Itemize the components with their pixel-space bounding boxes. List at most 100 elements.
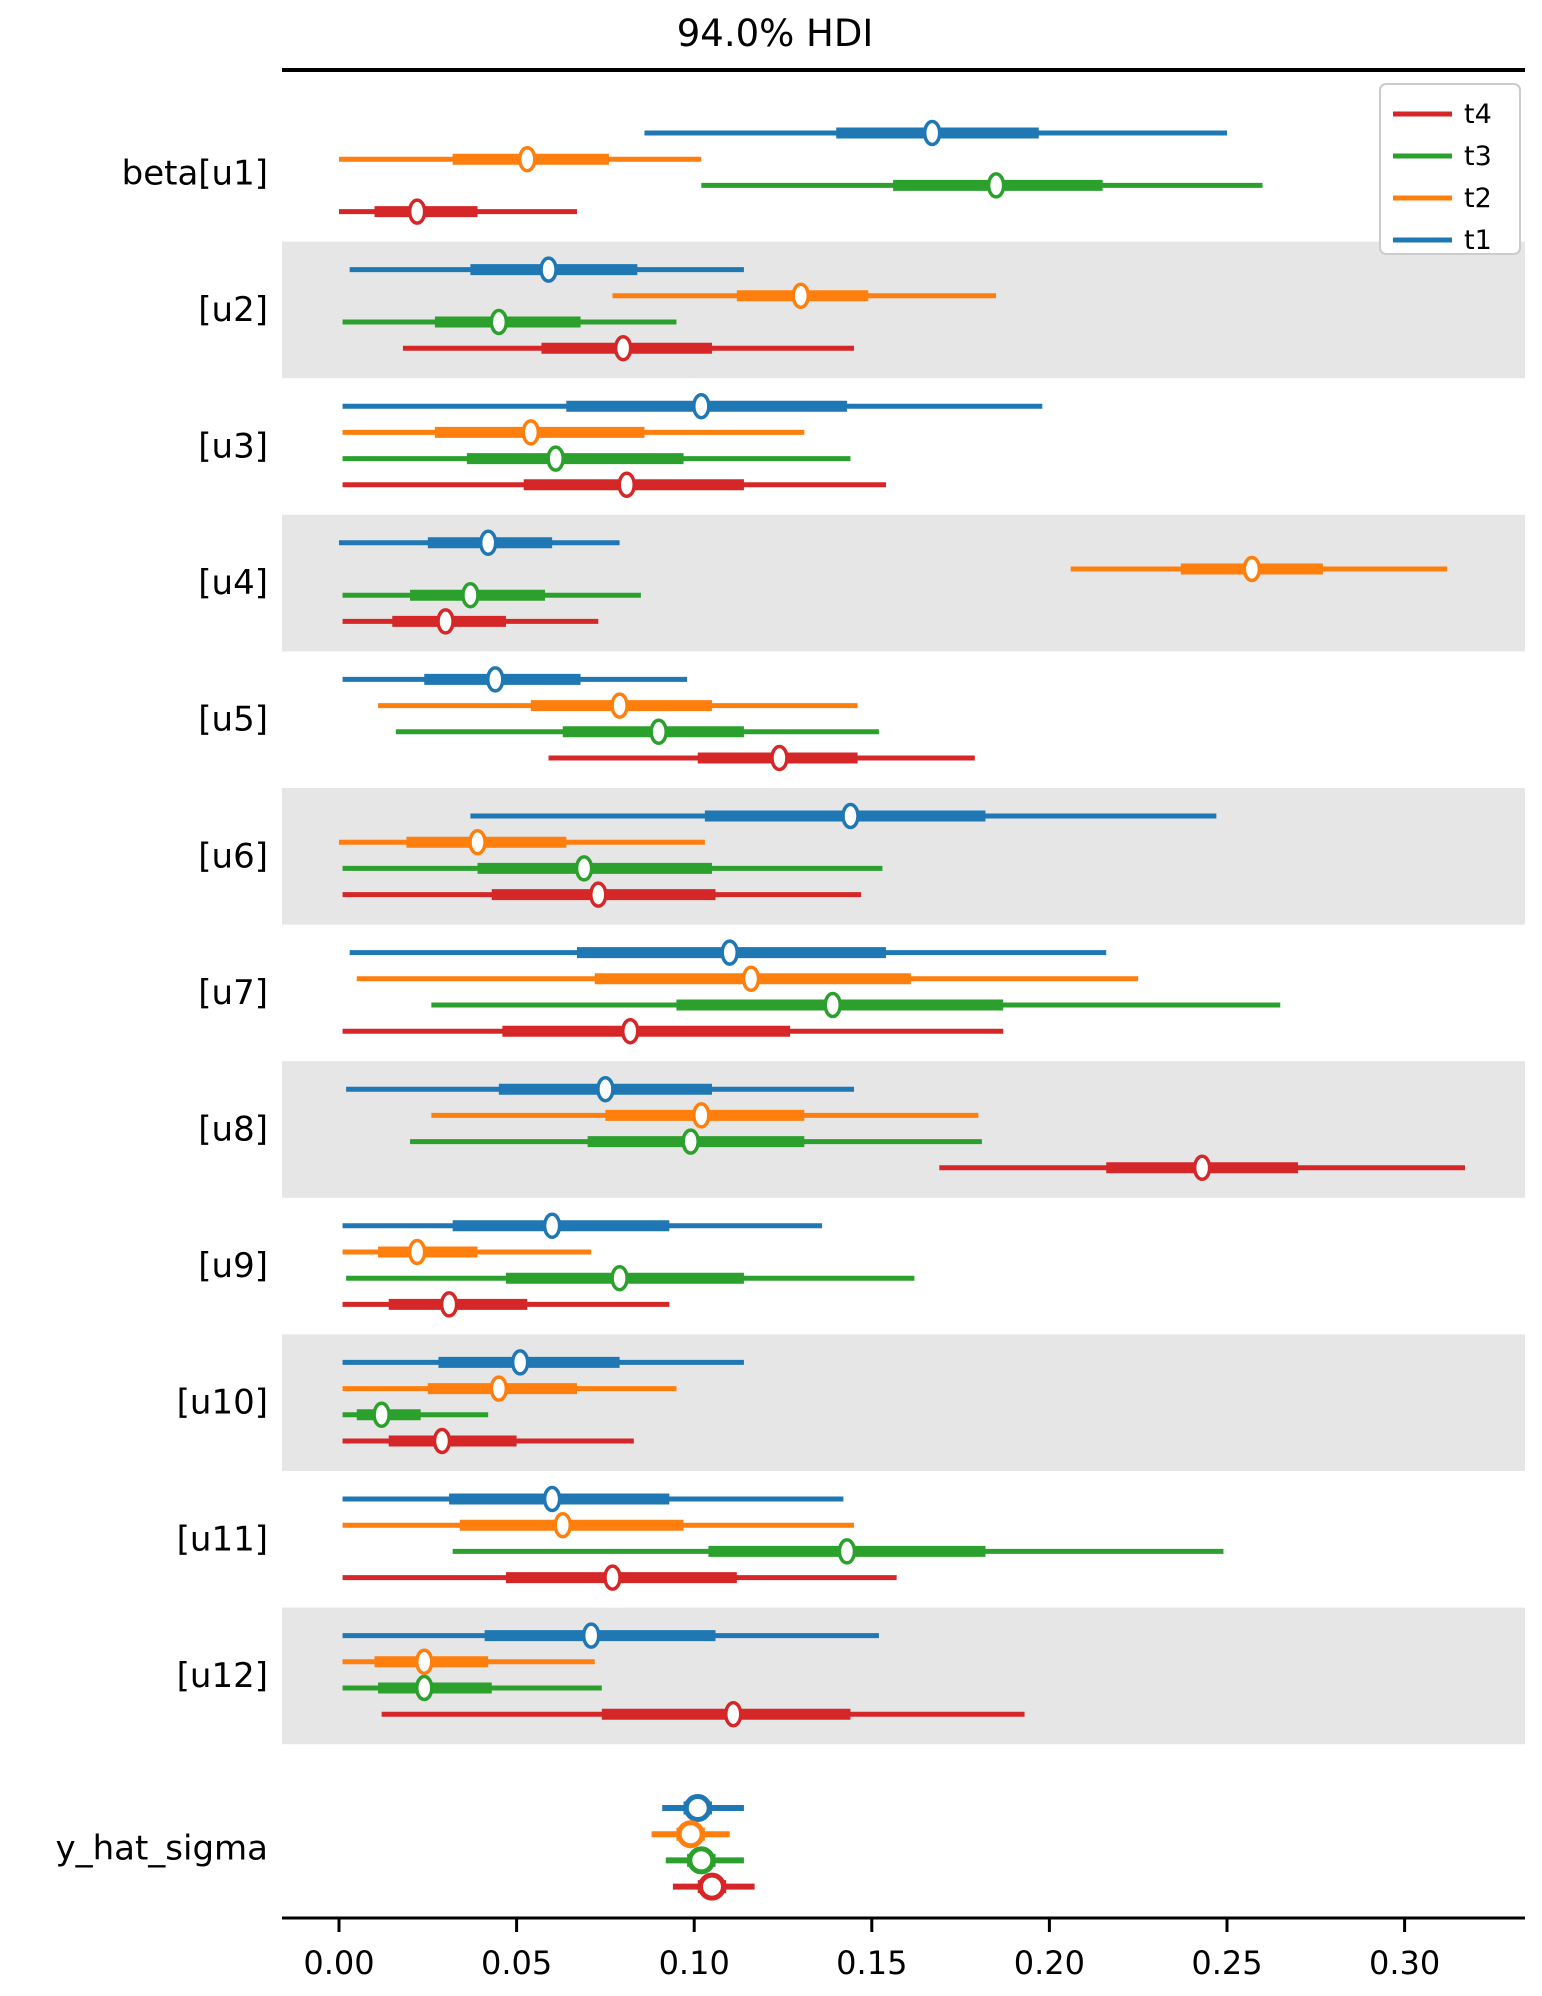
x-tick-label: 0.20 (1014, 1944, 1085, 1982)
median-marker (478, 529, 498, 557)
chart-title: 94.0% HDI (677, 12, 874, 55)
median-marker (922, 119, 942, 147)
median-marker (553, 1511, 573, 1539)
median-marker (649, 718, 668, 746)
row-shading-bands (282, 241, 1525, 1745)
forest-row-[u3]-t4 (342, 471, 887, 499)
median-marker (823, 991, 842, 1019)
median-marker (692, 392, 711, 420)
y-axis-labels: beta[u1] [u2] [u3] [u4] [u5] [u6] [u7] [u8] [u9]… (55, 153, 268, 1868)
forest-row-[u5]-t4 (548, 744, 975, 772)
parameter-label: beta[u1] (122, 153, 268, 193)
legend: t4 t3 t2 t1 (1379, 83, 1521, 256)
median-marker (439, 1291, 459, 1318)
parameter-label: [u11] (177, 1519, 268, 1559)
median-marker (724, 1700, 743, 1728)
median-marker (720, 939, 739, 966)
shaded-band (282, 788, 1525, 925)
median-marker (603, 1564, 622, 1591)
median-marker (841, 802, 860, 830)
parameter-label: y_hat_sigma (55, 1828, 268, 1868)
forest-row-[u10]-t2 (342, 1375, 677, 1402)
legend-label: t1 (1464, 225, 1492, 256)
median-marker (837, 1538, 857, 1565)
median-marker (521, 419, 541, 446)
legend-item-t3: t3 (1393, 141, 1492, 172)
median-marker (1242, 555, 1262, 583)
forest-row-[u10]-t3 (342, 1401, 489, 1429)
legend-label: t2 (1464, 183, 1492, 214)
forest-row-[u3]-t1 (342, 392, 1043, 420)
forest-row-[u7]-t4 (342, 1017, 1004, 1045)
parameter-label: [u4] (198, 563, 268, 603)
shaded-band (282, 241, 1525, 379)
median-marker (542, 1485, 562, 1513)
forest-row-[u9]-t3 (346, 1264, 915, 1292)
forest-row-[u7]-t2 (356, 965, 1139, 993)
forest-row-[u9]-t1 (342, 1212, 823, 1240)
forest-row-[u8]-t4 (939, 1154, 1465, 1182)
shaded-band (282, 1061, 1525, 1198)
forest-row-[u12]-t3 (342, 1674, 602, 1702)
forest-rows (339, 119, 1465, 1901)
median-marker (621, 1017, 640, 1045)
forest-row-[u6]-t1 (470, 802, 1217, 830)
x-axis-ticks: 0.00 0.05 0.10 0.15 0.20 0.25 0.30 (303, 1918, 1440, 1982)
median-marker (617, 471, 636, 499)
x-tick-label: 0.00 (303, 1944, 374, 1982)
median-marker (489, 308, 509, 336)
forest-row-[u3]-t2 (342, 419, 805, 446)
median-marker (610, 1264, 629, 1292)
median-marker (683, 1794, 712, 1822)
parameter-label: [u5] (198, 700, 268, 740)
median-marker (414, 1674, 434, 1702)
forest-row-y_hat_sigma-t4 (672, 1872, 755, 1901)
median-marker (986, 172, 1006, 199)
median-marker (574, 855, 594, 882)
forest-row-[u11]-t1 (342, 1485, 844, 1513)
forest-row-[u8]-t2 (431, 1102, 979, 1129)
x-tick-label: 0.05 (481, 1944, 552, 1982)
x-tick-label: 0.25 (1191, 1944, 1262, 1982)
forest-row-[u9]-t2 (342, 1238, 592, 1266)
legend-label: t3 (1464, 141, 1492, 172)
median-marker (770, 744, 789, 772)
forest-row-beta[u1]-t1 (644, 119, 1227, 147)
legend-box (1379, 83, 1521, 255)
shaded-band (282, 1607, 1525, 1745)
forest-row-[u6]-t2 (339, 828, 705, 856)
forest-row-[u6]-t4 (342, 881, 862, 908)
forest-row-beta[u1]-t2 (339, 145, 702, 173)
median-marker (687, 1846, 716, 1875)
forest-row-[u6]-t3 (342, 855, 883, 882)
median-marker (461, 581, 480, 609)
forest-row-[u11]-t3 (452, 1538, 1224, 1565)
median-marker (486, 666, 505, 693)
parameter-label: [u10] (177, 1383, 268, 1423)
forest-row-[u4]-t2 (1070, 555, 1448, 583)
forest-row-[u2]-t1 (349, 256, 744, 283)
forest-row-[u4]-t4 (342, 608, 599, 635)
forest-row-[u2]-t2 (612, 282, 997, 310)
median-marker (596, 1075, 615, 1103)
forest-row-[u10]-t1 (342, 1349, 744, 1376)
median-marker (432, 1427, 452, 1455)
median-marker (414, 1648, 434, 1676)
forest-row-[u5]-t1 (342, 666, 688, 693)
median-marker (510, 1349, 530, 1376)
x-tick-label: 0.30 (1369, 1944, 1440, 1982)
median-marker (741, 965, 761, 993)
parameter-label: [u3] (198, 427, 268, 467)
forest-row-[u3]-t3 (342, 445, 851, 472)
forest-row-[u10]-t4 (342, 1427, 634, 1455)
axes (282, 68, 1525, 1920)
forest-row-[u5]-t3 (395, 718, 879, 746)
parameter-label: [u2] (198, 290, 268, 330)
forest-row-y_hat_sigma-t1 (662, 1794, 744, 1822)
forest-row-[u2]-t4 (402, 334, 855, 362)
forest-row-[u8]-t1 (346, 1075, 855, 1103)
median-marker (539, 256, 558, 283)
parameter-label: [u7] (198, 973, 268, 1013)
